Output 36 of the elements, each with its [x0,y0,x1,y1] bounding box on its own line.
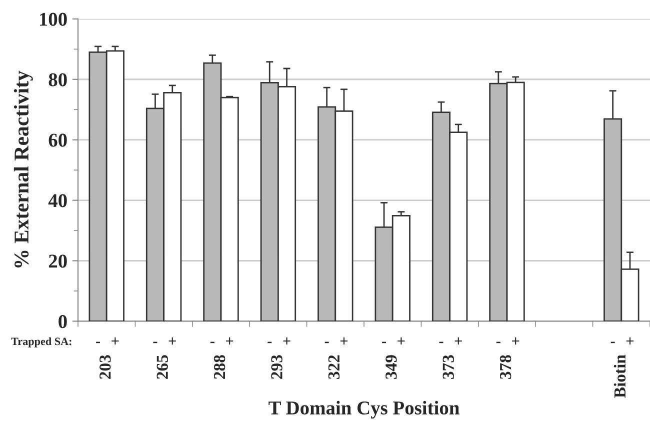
text: - [382,342,386,344]
x-tick-label: 378 [500,355,512,379]
y-tick-label: 40 [48,194,67,208]
y-tick-label: 0 [58,315,67,328]
text: - [268,342,272,344]
x-tick-label: 373 [442,355,454,379]
text: + [168,337,176,345]
x-tick-label: 265 [156,355,168,379]
series-label: - [96,342,100,344]
text: - [439,342,444,344]
x-tick-label: 349 [386,355,397,379]
x-tick-label: 288 [214,355,226,379]
text: + [226,337,234,345]
series-label: + [112,337,119,345]
text: + [283,337,290,345]
legend-title: Trapped SA: [11,337,72,348]
text: + [454,337,462,345]
y-tick-label: 100 [40,12,67,26]
y-tick-label: 80 [48,73,67,86]
text: - [210,342,214,344]
x-tick-label: Biotin [614,354,626,398]
text: + [626,337,634,345]
y-axis-title: % External Reactivity [14,70,33,268]
text: + [340,337,348,345]
text: - [324,342,329,344]
x-tick-label: 322 [328,355,340,379]
y-tick-label: 20 [48,254,67,268]
y-tick-label: 60 [48,134,67,147]
x-tick-label: 203 [100,355,111,379]
x-tick-label: 293 [271,355,282,379]
text: + [398,337,405,345]
text: + [512,337,520,345]
text: - [496,342,500,344]
x-axis-title: T Domain Cys Position [268,400,460,419]
text: - [610,342,615,344]
text: - [153,342,158,344]
